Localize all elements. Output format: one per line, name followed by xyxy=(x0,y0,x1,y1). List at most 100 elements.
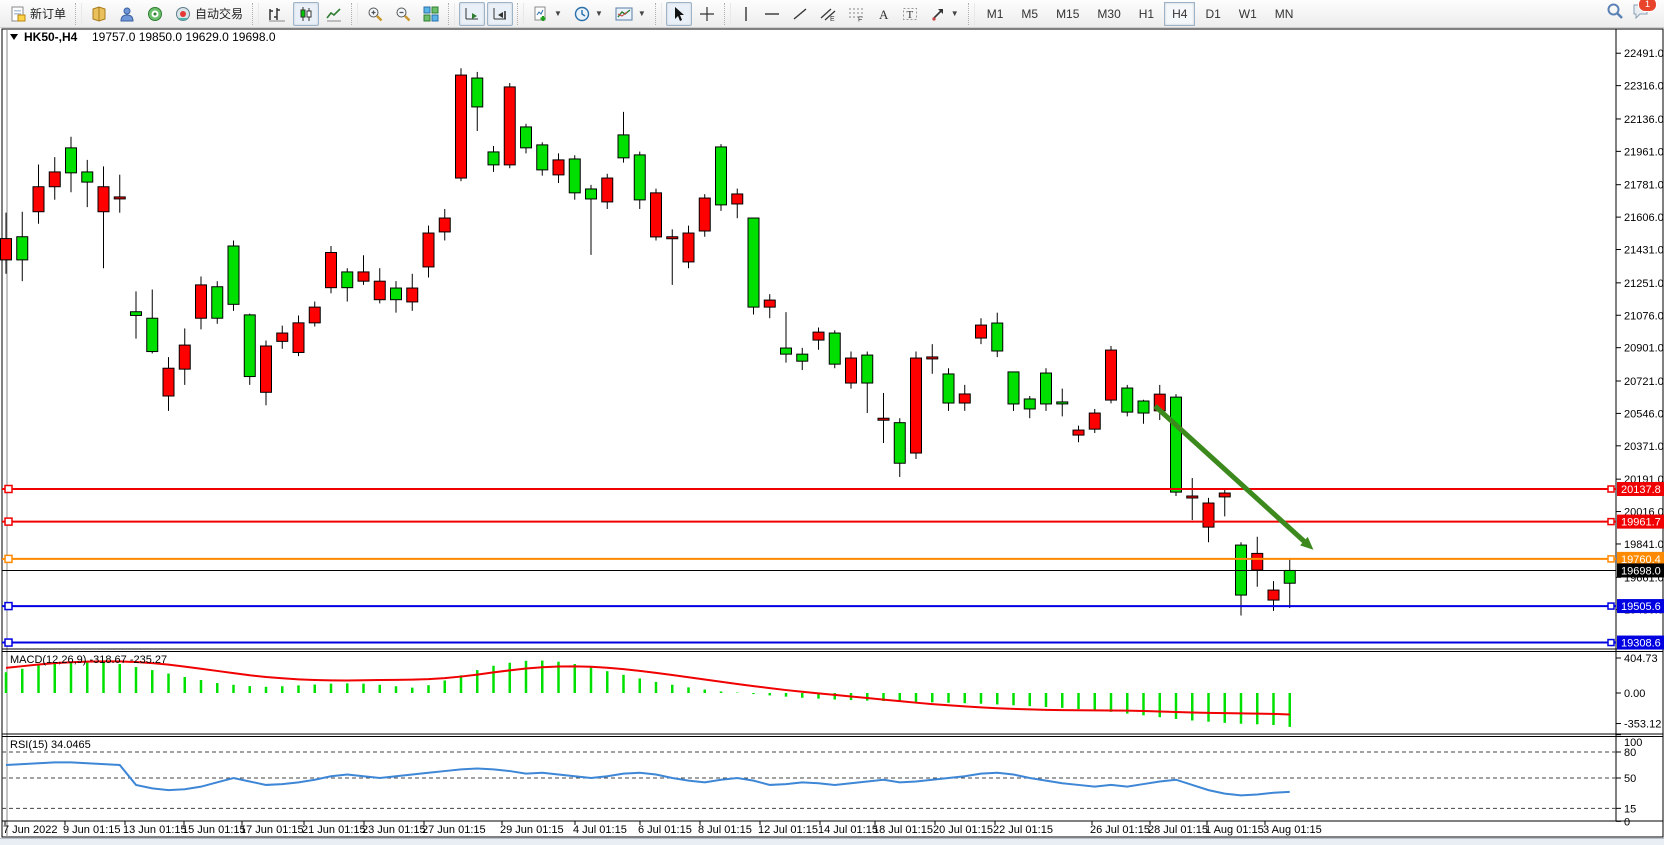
candle-body xyxy=(877,417,890,421)
svg-text:E: E xyxy=(830,16,835,22)
horizontal-line-button[interactable] xyxy=(759,2,785,26)
zoom-out-button[interactable] xyxy=(390,2,416,26)
line-handle[interactable] xyxy=(1607,555,1615,563)
community-button[interactable] xyxy=(114,2,140,26)
candle-body xyxy=(666,236,679,240)
trend-arrow-head xyxy=(1300,536,1314,550)
price-axis-label: 20721.0 xyxy=(1624,376,1664,388)
zoom-in-button[interactable] xyxy=(362,2,388,26)
line-handle[interactable] xyxy=(1607,485,1615,493)
vertical-line-button[interactable] xyxy=(735,2,757,26)
arrows-button[interactable]: ▼ xyxy=(925,2,964,26)
candle-body xyxy=(1040,372,1052,405)
signals-button[interactable] xyxy=(142,2,168,26)
toolbar-separator xyxy=(75,2,83,25)
macd-axis-label: -353.12 xyxy=(1624,719,1661,731)
auto-scroll-button[interactable] xyxy=(459,1,486,26)
candle-body xyxy=(1218,492,1231,498)
candle-body xyxy=(65,147,77,174)
search-button[interactable] xyxy=(1606,2,1624,25)
timeframe-W1-button[interactable]: W1 xyxy=(1238,6,1257,21)
timeframe-H1-button[interactable]: H1 xyxy=(1138,6,1155,21)
fibonacci-button[interactable]: F xyxy=(843,2,869,26)
candle-body xyxy=(763,299,776,308)
timeframe-M15-button[interactable]: M15 xyxy=(1056,6,1080,21)
line-handle[interactable] xyxy=(4,554,13,564)
cursor-icon xyxy=(674,6,684,21)
new-order-button[interactable]: 新订单 xyxy=(5,2,71,26)
label-button[interactable]: T xyxy=(897,2,923,26)
line-chart-button[interactable] xyxy=(321,2,347,26)
time-axis-label: 8 Jul 01:15 xyxy=(698,824,752,836)
svg-text:A: A xyxy=(879,7,889,22)
candlestick-icon xyxy=(300,6,312,21)
time-axis-label: 6 Jul 01:15 xyxy=(638,824,692,836)
candle-body xyxy=(747,217,760,308)
time-axis-label: 22 Jul 01:15 xyxy=(993,824,1053,836)
equidistant-channel-button[interactable]: E xyxy=(815,2,841,26)
line-handle[interactable] xyxy=(4,601,13,611)
line-handle[interactable] xyxy=(4,638,13,647)
line-handle[interactable] xyxy=(1607,517,1615,526)
price-tag xyxy=(1617,551,1664,566)
notifications-button[interactable]: 1 xyxy=(1632,0,1657,25)
chevron-down-icon: ▼ xyxy=(594,9,603,18)
trendline-button[interactable] xyxy=(787,2,813,26)
autotrading-button-label: 自动交易 xyxy=(195,7,244,21)
timeframe-MN-button[interactable]: MN xyxy=(1274,6,1294,21)
cursor-button[interactable] xyxy=(665,1,692,26)
toolbar-separator xyxy=(351,2,359,25)
chart-shift-button[interactable] xyxy=(487,1,514,26)
macd-axis-label: 0.00 xyxy=(1624,688,1645,700)
time-axis-label: 3 Aug 01:15 xyxy=(1263,824,1322,836)
price-tag-label: 19505.6 xyxy=(1621,601,1661,613)
crosshair-button[interactable] xyxy=(694,2,720,26)
autotrading-button[interactable]: 自动交易 xyxy=(170,2,248,26)
time-axis-label: 13 Jun 01:15 xyxy=(123,824,187,836)
time-axis-label: 17 Jun 01:15 xyxy=(240,824,304,836)
candle-body xyxy=(1137,400,1150,414)
candle-body xyxy=(520,126,532,149)
timeframe-D1-button[interactable]: D1 xyxy=(1205,6,1221,21)
indicators-button[interactable]: ▼ xyxy=(528,2,567,26)
notification-badge: 1 xyxy=(1638,0,1657,12)
candle-body xyxy=(1105,349,1117,401)
candle-body xyxy=(796,353,809,362)
line-handle[interactable] xyxy=(4,517,13,526)
line-handle[interactable] xyxy=(1607,602,1615,610)
candle-body xyxy=(406,287,419,303)
toolbar-separator xyxy=(654,2,662,25)
candle-body xyxy=(341,271,354,289)
line-handle[interactable] xyxy=(4,484,13,494)
tile-windows-button[interactable] xyxy=(418,2,444,26)
candle-body xyxy=(845,357,857,384)
svg-text:T: T xyxy=(906,9,913,21)
candle-body xyxy=(812,331,825,341)
price-axis-label: 22491.0 xyxy=(1624,48,1664,60)
timeframe-M1-button[interactable]: M1 xyxy=(986,6,1004,21)
text-button[interactable]: A xyxy=(871,2,895,26)
candle-body xyxy=(861,354,874,384)
timeframe-H4-button[interactable]: H4 xyxy=(1164,1,1196,26)
templates-button[interactable]: ▼ xyxy=(610,2,651,26)
trend-arrow-annotation[interactable] xyxy=(1153,404,1308,545)
candle-body xyxy=(568,158,581,194)
timeframe-M30-button[interactable]: M30 xyxy=(1097,6,1121,21)
price-axis-label: 20901.0 xyxy=(1624,343,1664,355)
candle-body xyxy=(276,332,289,342)
chart-menu-triangle-icon[interactable] xyxy=(10,34,18,40)
history-icon xyxy=(92,5,106,22)
candle-body xyxy=(130,311,142,316)
candle-body xyxy=(422,232,435,268)
timeframe-M5-button[interactable]: M5 xyxy=(1021,6,1039,21)
new-order-button-label: 新订单 xyxy=(30,7,67,21)
bar-chart-button[interactable] xyxy=(263,2,291,26)
candlestick-button[interactable] xyxy=(293,1,320,26)
line-handle[interactable] xyxy=(1607,638,1615,647)
history-center-button[interactable] xyxy=(86,2,112,26)
candle-body xyxy=(910,357,922,454)
svg-text:F: F xyxy=(858,16,862,22)
autotrading-icon xyxy=(176,6,191,21)
periods-button[interactable]: ▼ xyxy=(569,2,608,26)
